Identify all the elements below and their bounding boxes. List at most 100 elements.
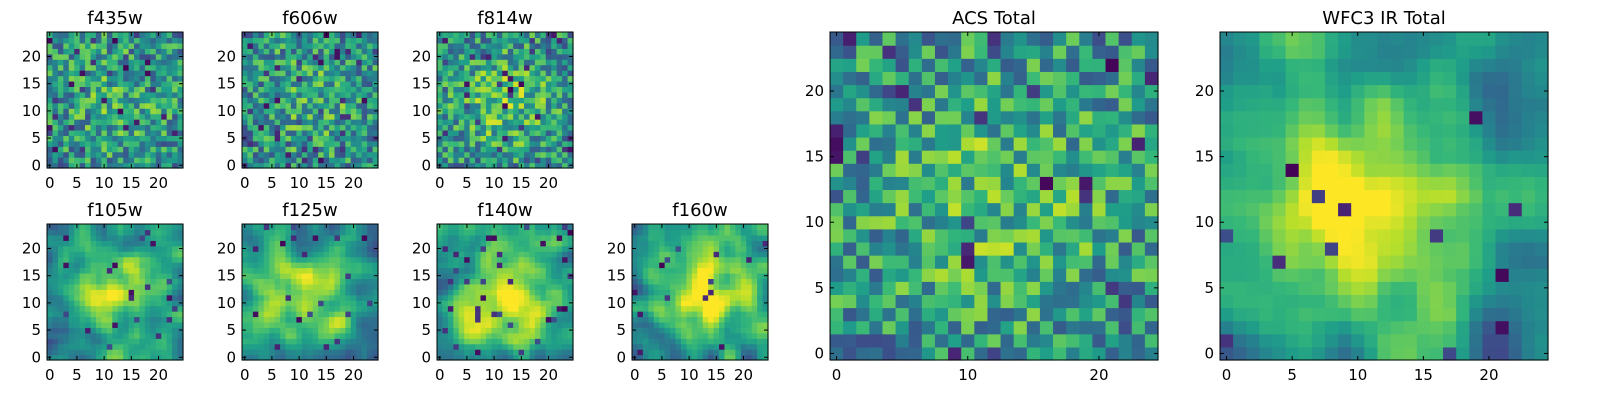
heatmap-cell — [948, 189, 962, 203]
heatmap-cell — [830, 203, 844, 217]
heatmap-cell — [118, 316, 124, 322]
heatmap-cell — [118, 124, 124, 130]
heatmap-cell — [356, 224, 362, 230]
heatmap-cell — [502, 43, 508, 49]
heatmap-cell — [296, 322, 302, 328]
heatmap-cell — [96, 54, 102, 60]
heatmap-cell — [101, 157, 107, 163]
heatmap-cell — [58, 92, 64, 98]
heatmap-cell — [91, 65, 97, 71]
heatmap-cell — [52, 289, 58, 295]
heatmap-cell — [58, 108, 64, 114]
heatmap-cell — [464, 257, 470, 263]
heatmap-cell — [253, 103, 259, 109]
heatmap-cell — [334, 48, 340, 54]
heatmap-cell — [453, 257, 459, 263]
heatmap-cell — [74, 311, 80, 317]
heatmap-cell — [922, 347, 936, 361]
heatmap-cell — [134, 124, 140, 130]
heatmap-cell — [486, 349, 492, 355]
heatmap-cell — [513, 114, 519, 120]
heatmap-cell — [118, 86, 124, 92]
heatmap-cell — [340, 103, 346, 109]
heatmap-cell — [648, 322, 654, 328]
heatmap-cell — [275, 152, 281, 158]
heatmap-cell — [453, 59, 459, 65]
heatmap-cell — [757, 306, 763, 312]
heatmap-cell — [491, 43, 497, 49]
heatmap-cell — [540, 141, 546, 147]
heatmap-cell — [329, 32, 335, 38]
heatmap-cell — [508, 157, 514, 163]
heatmap-cell — [96, 76, 102, 82]
heatmap-cell — [329, 108, 335, 114]
heatmap-cell — [74, 114, 80, 120]
heatmap-cell — [296, 81, 302, 87]
heatmap-cell — [280, 289, 286, 295]
y-tick-label: 15 — [217, 75, 236, 93]
heatmap-cell — [85, 48, 91, 54]
heatmap-cell — [643, 224, 649, 230]
heatmap-cell — [741, 240, 747, 246]
heatmap-cell — [253, 273, 259, 279]
heatmap-cell — [134, 92, 140, 98]
heatmap-cell — [459, 262, 465, 268]
heatmap-cell — [442, 32, 448, 38]
heatmap-cell — [551, 130, 557, 136]
heatmap-cell — [922, 150, 936, 164]
heatmap-cell — [123, 81, 129, 87]
heatmap-cell — [519, 316, 525, 322]
heatmap-cell — [524, 103, 530, 109]
heatmap-cell — [58, 124, 64, 130]
heatmap-cell — [58, 86, 64, 92]
heatmap-cell — [513, 124, 519, 130]
heatmap-cell — [1027, 255, 1041, 269]
heatmap-cell — [85, 300, 91, 306]
panel-title: f105w — [87, 200, 142, 221]
heatmap-cell — [524, 322, 530, 328]
heatmap-cell — [502, 229, 508, 235]
heatmap-cell — [145, 229, 151, 235]
heatmap-cell — [313, 295, 319, 301]
heatmap-cell — [118, 344, 124, 350]
heatmap-cell — [264, 240, 270, 246]
heatmap-cell — [632, 289, 638, 295]
heatmap-cell — [497, 76, 503, 82]
heatmap-cell — [324, 262, 330, 268]
heatmap-cell — [52, 262, 58, 268]
heatmap-cell — [69, 124, 75, 130]
heatmap-cell — [459, 268, 465, 274]
heatmap-cell — [324, 146, 330, 152]
heatmap-cell — [557, 97, 563, 103]
heatmap-cell — [508, 70, 514, 76]
heatmap-cell — [856, 229, 870, 243]
heatmap-cell — [535, 146, 541, 152]
heatmap-cell — [508, 48, 514, 54]
heatmap-cell — [735, 224, 741, 230]
heatmap-cell — [296, 146, 302, 152]
heatmap-cell — [139, 48, 145, 54]
heatmap-cell — [1119, 334, 1133, 348]
heatmap-cell — [524, 338, 530, 344]
heatmap-cell — [107, 130, 113, 136]
heatmap-cell — [470, 43, 476, 49]
heatmap-cell — [448, 327, 454, 333]
heatmap-cell — [1079, 255, 1093, 269]
heatmap-cell — [356, 338, 362, 344]
heatmap-cell — [275, 262, 281, 268]
heatmap-cell — [329, 81, 335, 87]
heatmap-cell — [741, 333, 747, 339]
heatmap-cell — [269, 130, 275, 136]
heatmap-cell — [524, 257, 530, 263]
heatmap-cell — [107, 240, 113, 246]
heatmap-panel: f814w0510152005101520 — [412, 8, 574, 192]
heatmap-cell — [719, 240, 725, 246]
heatmap-cell — [486, 103, 492, 109]
heatmap-cell — [291, 262, 297, 268]
heatmap-cell — [118, 322, 124, 328]
heatmap-cell — [313, 284, 319, 290]
heatmap-cell — [47, 130, 53, 136]
heatmap-cell — [540, 124, 546, 130]
heatmap-cell — [340, 76, 346, 82]
heatmap-cell — [101, 268, 107, 274]
